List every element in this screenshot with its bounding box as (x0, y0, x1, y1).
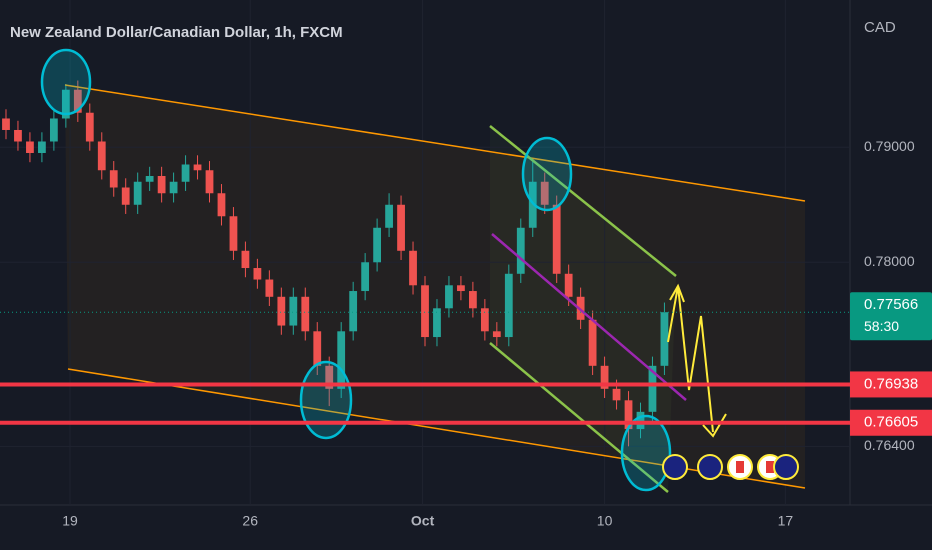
candle-body (121, 187, 130, 205)
candle-body (14, 129, 22, 142)
candle-body (564, 273, 573, 297)
price-tag (850, 409, 932, 436)
candle-body (145, 176, 154, 182)
price-tag-label: 0.76938 (864, 375, 918, 392)
candle-body (85, 112, 94, 142)
candle-body (277, 296, 286, 326)
highlight-circle (521, 136, 573, 212)
flag-leaf (736, 461, 744, 473)
candles (2, 80, 669, 447)
last-price-tag (850, 292, 932, 341)
candle-body (552, 204, 561, 274)
candle-body (349, 291, 358, 332)
candle-body (600, 365, 609, 389)
candle-body (49, 118, 58, 142)
x-tick-label: 10 (597, 513, 613, 529)
candle-body (181, 164, 190, 182)
y-tick-label: 0.76400 (864, 437, 915, 453)
candle-body (648, 365, 657, 412)
flag-icon (697, 454, 723, 480)
highlight-circle (299, 360, 353, 440)
candle-body (157, 176, 166, 194)
price-tag-label: 0.76605 (864, 414, 918, 431)
candle-body (433, 308, 441, 338)
overlay: 0.76938 0.76605 0.77566 58:30 (0, 292, 932, 436)
trend-line (489, 342, 669, 493)
x-tick-label: 17 (778, 513, 794, 529)
candle-body (540, 181, 549, 205)
candle-body (133, 181, 142, 205)
candle-body (2, 118, 10, 130)
price-tag (850, 371, 932, 398)
candle-body (504, 273, 513, 338)
candle-body (38, 141, 46, 153)
candle-body (588, 319, 597, 366)
candle-body (624, 400, 633, 430)
candle-body (397, 204, 405, 251)
candle-body (61, 89, 70, 119)
candle-body (265, 279, 274, 297)
candle-body (409, 250, 417, 286)
candle-body (205, 170, 214, 194)
candle-body (169, 181, 178, 194)
candle-body (480, 308, 489, 332)
candle-body (301, 296, 310, 332)
arrow-head (669, 283, 685, 303)
last-price-label: 0.77566 (864, 296, 918, 313)
flag-icon (773, 454, 799, 480)
candle-body (636, 411, 645, 430)
candle-body (109, 170, 118, 188)
flag-icon (662, 454, 688, 480)
candle-body (421, 285, 429, 338)
highlight-circle (620, 414, 672, 492)
flag-leaf (766, 461, 774, 473)
x-tick-label: 19 (62, 513, 78, 529)
candle-body (337, 331, 346, 389)
y-tick-label: 0.79000 (864, 138, 915, 154)
candle-body (660, 312, 669, 366)
candle-body (253, 268, 262, 280)
x-tick-label: Oct (411, 513, 435, 529)
candle-body (325, 365, 334, 389)
x-tick-label: 26 (242, 513, 258, 529)
candle-body (229, 216, 238, 251)
trend-line (489, 125, 677, 277)
event-icons (662, 454, 799, 480)
candle-body (193, 164, 202, 171)
candle-body (468, 291, 477, 309)
chart-title: New Zealand Dollar/Canadian Dollar, 1h, … (10, 24, 343, 41)
candle-body (385, 204, 393, 228)
candle-body (457, 285, 465, 292)
candle-body (217, 193, 226, 217)
axis-label: CAD (864, 19, 896, 36)
candle-body (373, 227, 382, 263)
candle-body (492, 331, 501, 338)
candle-body (313, 331, 322, 366)
trend-line (491, 233, 687, 401)
candle-body (289, 296, 298, 326)
candle-body (97, 141, 106, 171)
countdown: 58:30 (864, 318, 899, 334)
trend-line (64, 84, 806, 202)
candle-body (73, 89, 82, 113)
candle-body (26, 141, 34, 153)
candle-body (612, 388, 621, 401)
candle-body (241, 250, 250, 269)
candle-body (445, 285, 453, 309)
candle-body (361, 262, 370, 292)
y-tick-label: 0.78000 (864, 253, 915, 269)
candle-body (516, 227, 525, 274)
forecast-arrow (667, 285, 714, 433)
drawings (40, 48, 806, 493)
highlight-circle (40, 48, 92, 116)
